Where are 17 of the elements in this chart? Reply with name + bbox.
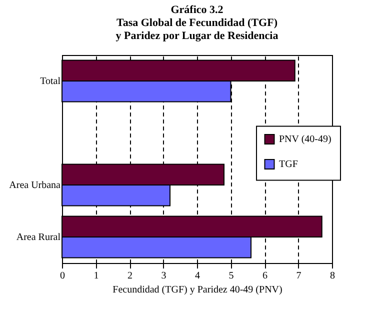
y-tick-label: Area Urbana	[9, 180, 62, 191]
x-tick-label: 2	[128, 270, 132, 282]
x-tick-label: 1	[94, 270, 99, 282]
x-tick-label: 3	[161, 270, 166, 282]
y-tick-label: Total	[40, 76, 61, 87]
x-tick-label: 7	[296, 270, 302, 282]
legend-label: PNV (40-49)	[279, 134, 332, 146]
x-axis-title: Fecundidad (TGF) y Paridez 40-49 (PNV)	[112, 284, 282, 296]
x-tick-label: 8	[330, 270, 335, 282]
y-tick-label: Area Rural	[16, 232, 61, 243]
x-tick-label: 4	[195, 270, 200, 282]
chart-subtitle: Tasa Global de Fecundidad (TGF) y Paridez por Lugar de Residencia	[116, 17, 279, 42]
chart-title: Gráfico 3.2	[170, 4, 224, 16]
x-tick-label: 0	[60, 270, 65, 282]
x-tick-label: 6	[262, 270, 268, 282]
x-tick-label: 5	[228, 270, 234, 282]
legend-label: TGF	[279, 159, 298, 170]
